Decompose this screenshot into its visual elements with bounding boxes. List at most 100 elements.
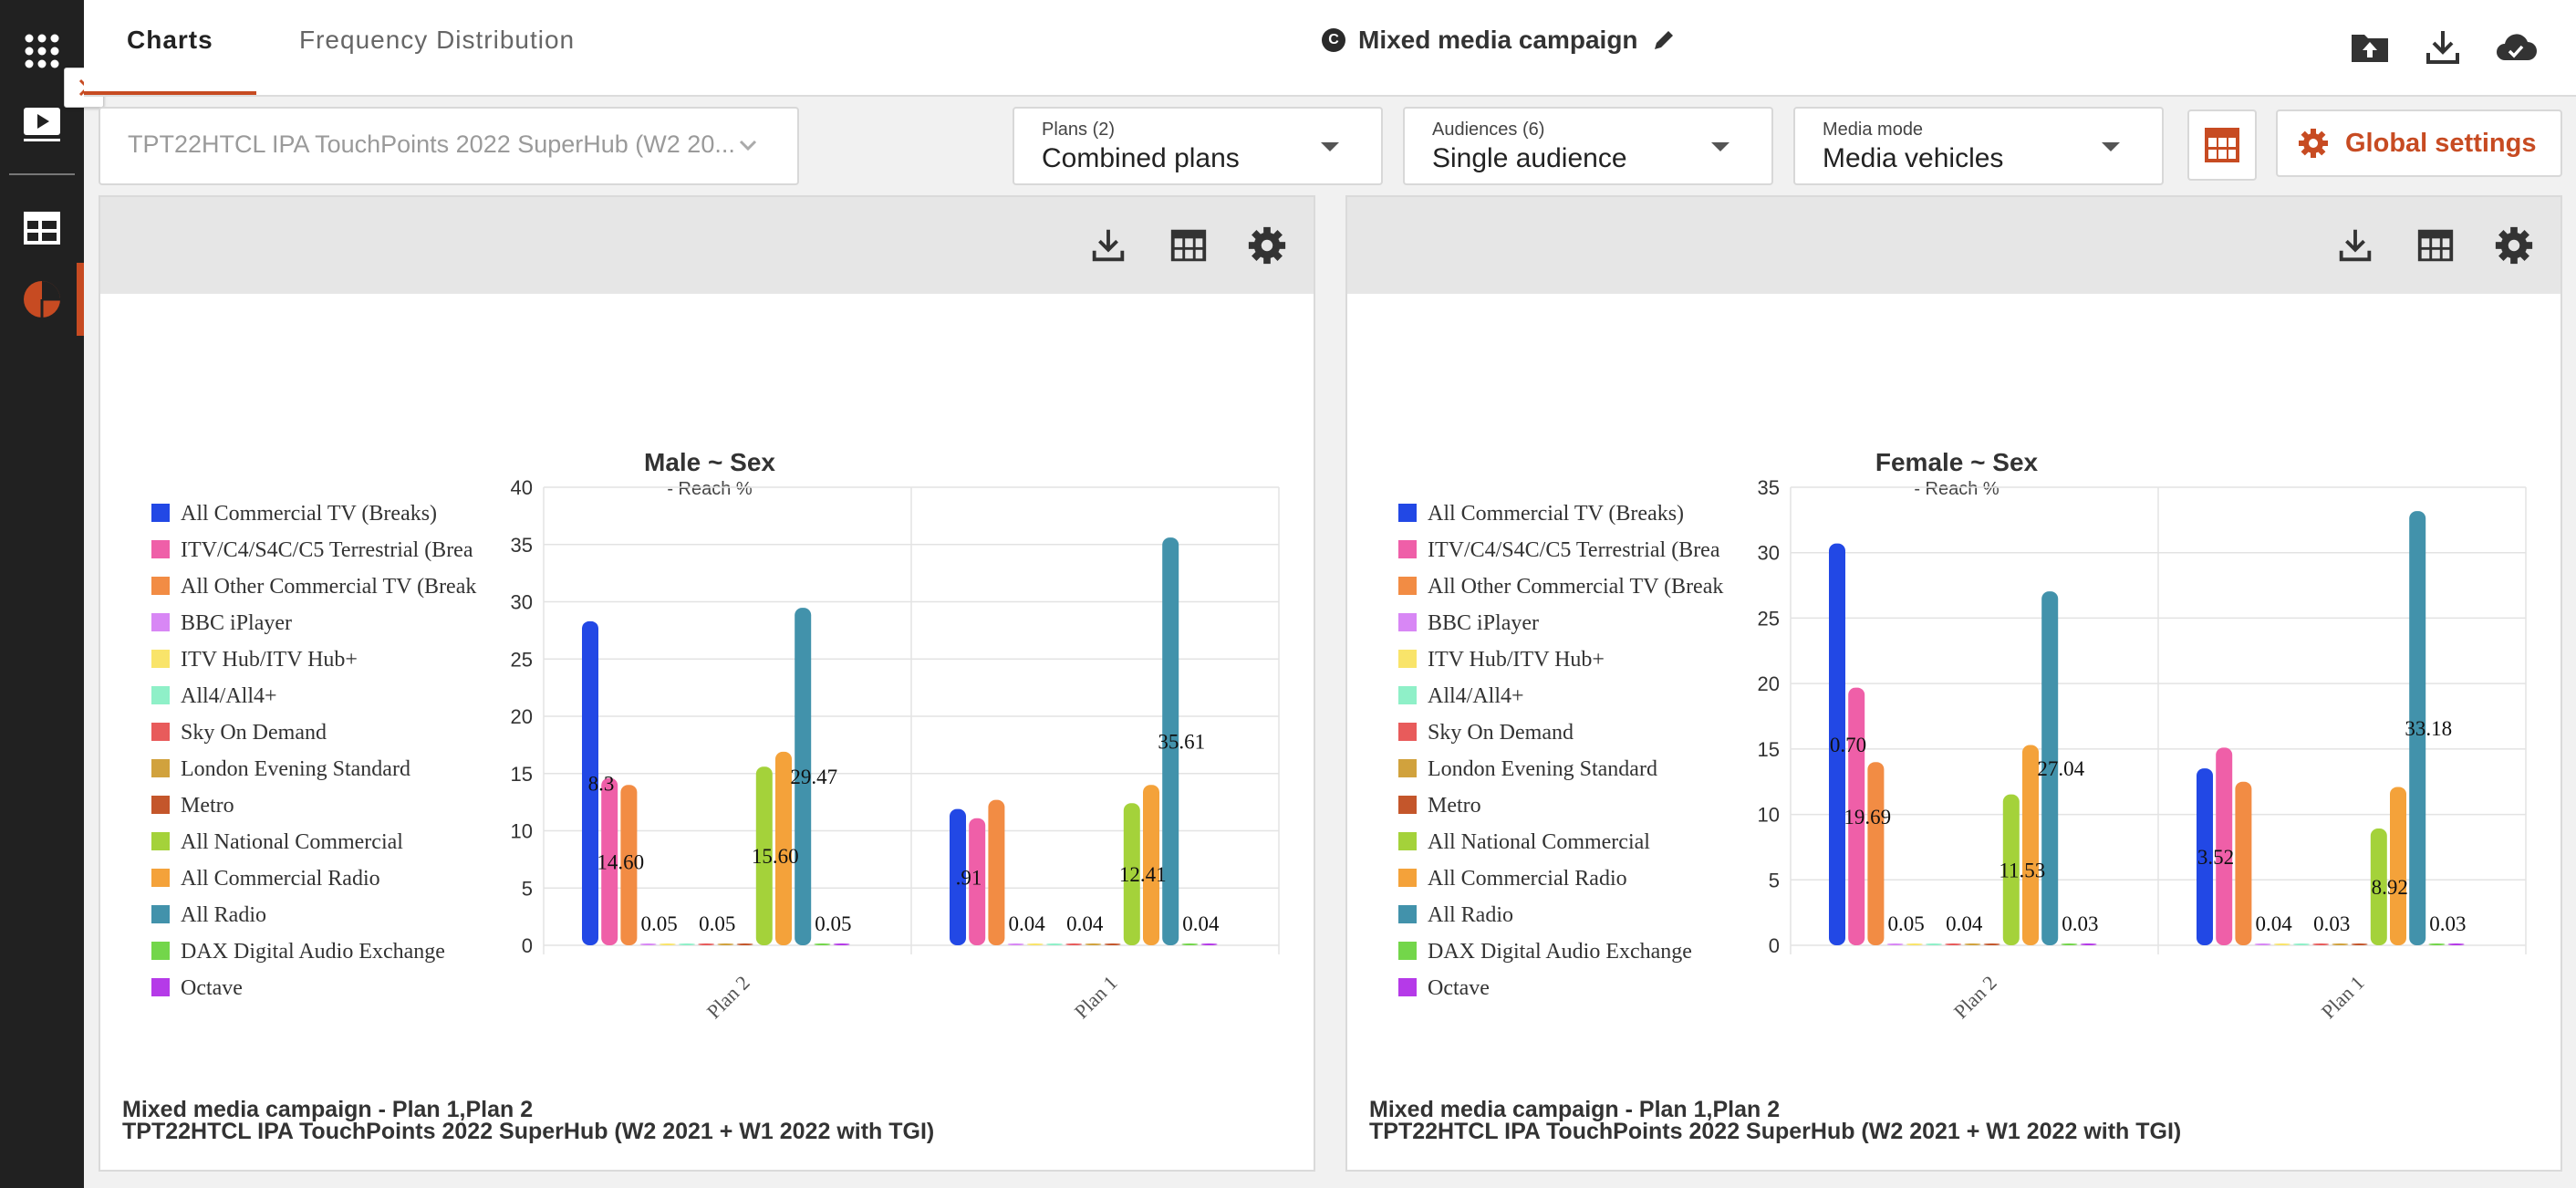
data-label: 27.04 (2037, 757, 2084, 780)
bar (1026, 943, 1044, 945)
legend-swatch (151, 686, 170, 704)
legend-swatch (151, 905, 170, 923)
legend-item: London Evening Standard (181, 757, 410, 781)
audiences-dropdown[interactable]: Audiences (6) Single audience (1403, 107, 1773, 185)
download-icon[interactable] (1087, 224, 1129, 266)
settings-gear-icon[interactable] (1246, 224, 1288, 266)
pie-chart-icon[interactable] (20, 277, 64, 321)
legend-item: ITV/C4/S4C/C5 Terrestrial (Brea (181, 538, 473, 562)
media-mode-dropdown[interactable]: Media mode Media vehicles (1793, 107, 2164, 185)
bar (2197, 768, 2213, 945)
bar (2428, 943, 2446, 945)
legend-item: ITV Hub/ITV Hub+ (181, 648, 358, 672)
legend-item: Sky On Demand (1428, 721, 1574, 745)
table-icon[interactable] (2415, 224, 2457, 266)
chart-panel-male: Male ~ Sex - Reach % 0 5 10 15 20 25 30 35 40 Plan … (99, 195, 1315, 1172)
global-settings-button[interactable]: Global settings (2276, 109, 2562, 177)
bar (659, 943, 676, 945)
legend-swatch (1398, 540, 1417, 558)
legend-item: DAX Digital Audio Exchange (1428, 940, 1692, 964)
upload-folder-icon[interactable] (2348, 26, 2392, 69)
data-label: 0.04 (2255, 912, 2292, 935)
bar (2216, 747, 2233, 945)
edit-pencil-icon[interactable] (1651, 27, 1677, 53)
settings-gear-icon[interactable] (2493, 224, 2535, 266)
legend-item: All Other Commercial TV (Break (181, 575, 476, 599)
table-toggle-button[interactable] (2187, 109, 2257, 181)
bar (2332, 943, 2349, 945)
data-label: .91 (956, 866, 982, 889)
legend-item: All Commercial Radio (1428, 867, 1627, 891)
chart-subtitle: - Reach % (1914, 479, 2000, 499)
bar (755, 766, 773, 945)
x-category-label: Plan 1 (1070, 971, 1122, 1023)
bar (2293, 943, 2310, 945)
y-tick-label: 25 (511, 648, 533, 671)
bar (795, 608, 812, 945)
data-label: 12.41 (1119, 863, 1167, 886)
tab-charts[interactable]: Charts (127, 26, 213, 54)
download-icon[interactable] (2421, 26, 2465, 69)
panel-footer-dataset: TPT22HTCL IPA TouchPoints 2022 SuperHub … (1369, 1119, 2182, 1144)
tab-frequency-distribution[interactable]: Frequency Distribution (299, 26, 576, 54)
legend-item: Octave (1428, 976, 1490, 1000)
legend-item: DAX Digital Audio Exchange (181, 940, 445, 964)
legend-swatch (1398, 613, 1417, 631)
y-tick-label: 5 (1769, 869, 1780, 891)
cloud-saved-icon[interactable] (2494, 26, 2538, 69)
bar (601, 777, 618, 945)
apps-grid-icon[interactable] (20, 29, 64, 73)
legend-swatch (1398, 504, 1417, 522)
bar (969, 818, 986, 945)
table-icon[interactable] (1168, 224, 1210, 266)
plans-label: Plans (2) (1042, 120, 1116, 140)
legend-swatch (151, 832, 170, 850)
bar (679, 943, 695, 945)
data-label: 0.05 (640, 912, 677, 935)
data-label: 0.05 (699, 912, 735, 935)
legend-item: All National Commercial (1428, 830, 1650, 854)
bar (2370, 828, 2387, 945)
legend-swatch (1398, 978, 1417, 996)
caret-down-icon (2102, 142, 2120, 151)
bar (833, 943, 850, 945)
legend-clip (1754, 471, 1780, 982)
y-tick-label: 5 (522, 877, 533, 900)
legend-swatch (151, 613, 170, 631)
bar (1906, 943, 1923, 945)
download-icon[interactable] (2334, 224, 2376, 266)
legend-item: Metro (1428, 794, 1481, 818)
legend-item: All Radio (1428, 903, 1513, 927)
data-label: 0.03 (2062, 912, 2098, 935)
data-label: 11.53 (1999, 859, 2045, 881)
data-label: 8.92 (2372, 876, 2408, 899)
bar (1886, 943, 1904, 945)
legend-item: Sky On Demand (181, 721, 327, 745)
y-tick-label: 30 (1758, 542, 1780, 565)
play-media-icon[interactable] (20, 102, 64, 146)
bar (1007, 943, 1024, 945)
legend-item: Metro (181, 794, 234, 818)
bar (950, 808, 966, 945)
legend-swatch (1398, 796, 1417, 814)
dataset-selector[interactable]: TPT22HTCL IPA TouchPoints 2022 SuperHub … (99, 107, 799, 185)
audiences-value: Single audience (1432, 143, 1627, 173)
y-tick-label: 20 (1758, 672, 1780, 695)
rail-active-indicator (77, 263, 84, 336)
bar (1123, 803, 1140, 945)
bar (2041, 591, 2059, 945)
table-view-icon[interactable] (20, 206, 64, 250)
data-label: 0.70 (1830, 734, 1866, 756)
data-label: 0.04 (1182, 912, 1220, 935)
chevron-down-icon (739, 140, 757, 151)
y-tick-label: 0 (522, 934, 533, 957)
data-label: 15.60 (752, 845, 799, 868)
legend-item: ITV/C4/S4C/C5 Terrestrial (Brea (1428, 538, 1720, 562)
x-category-label: Plan 1 (2317, 971, 2369, 1023)
chart-title: Female ~ Sex (1875, 448, 2039, 476)
bar (2022, 745, 2039, 945)
bar (2254, 943, 2271, 945)
bar (1104, 943, 1121, 945)
legend-item: All4/All4+ (181, 684, 277, 708)
plans-dropdown[interactable]: Plans (2) Combined plans (1013, 107, 1383, 185)
